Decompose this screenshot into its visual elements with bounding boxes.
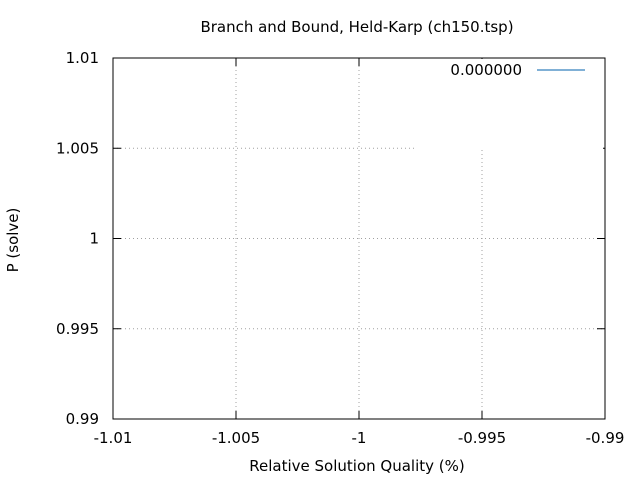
y-tick-label: 0.995 [56, 320, 99, 338]
legend-background [415, 59, 603, 149]
x-tick-label: -1.01 [94, 429, 133, 447]
y-axis-label: P (solve) [4, 208, 22, 273]
y-tick-label: 0.99 [66, 410, 99, 428]
plot-border [112, 57, 606, 420]
legend: 0.000000 [415, 59, 603, 149]
x-tick-label: -1.005 [212, 429, 260, 447]
y-tick-label: 1 [89, 230, 99, 248]
ticks: -1.01 -1.005 -1 -0.995 -0.99 0.99 0.995 1 1.005 1… [56, 49, 624, 447]
x-tick-label: -0.99 [586, 429, 625, 447]
x-axis-label: Relative Solution Quality (%) [249, 457, 464, 475]
chart-title: Branch and Bound, Held-Karp (ch150.tsp) [200, 18, 513, 36]
x-tick-label: -1 [352, 429, 367, 447]
y-tick-label: 1.01 [66, 49, 99, 67]
x-tick-label: -0.995 [458, 429, 506, 447]
y-tick-label: 1.005 [56, 139, 99, 157]
legend-label: 0.000000 [450, 61, 522, 79]
